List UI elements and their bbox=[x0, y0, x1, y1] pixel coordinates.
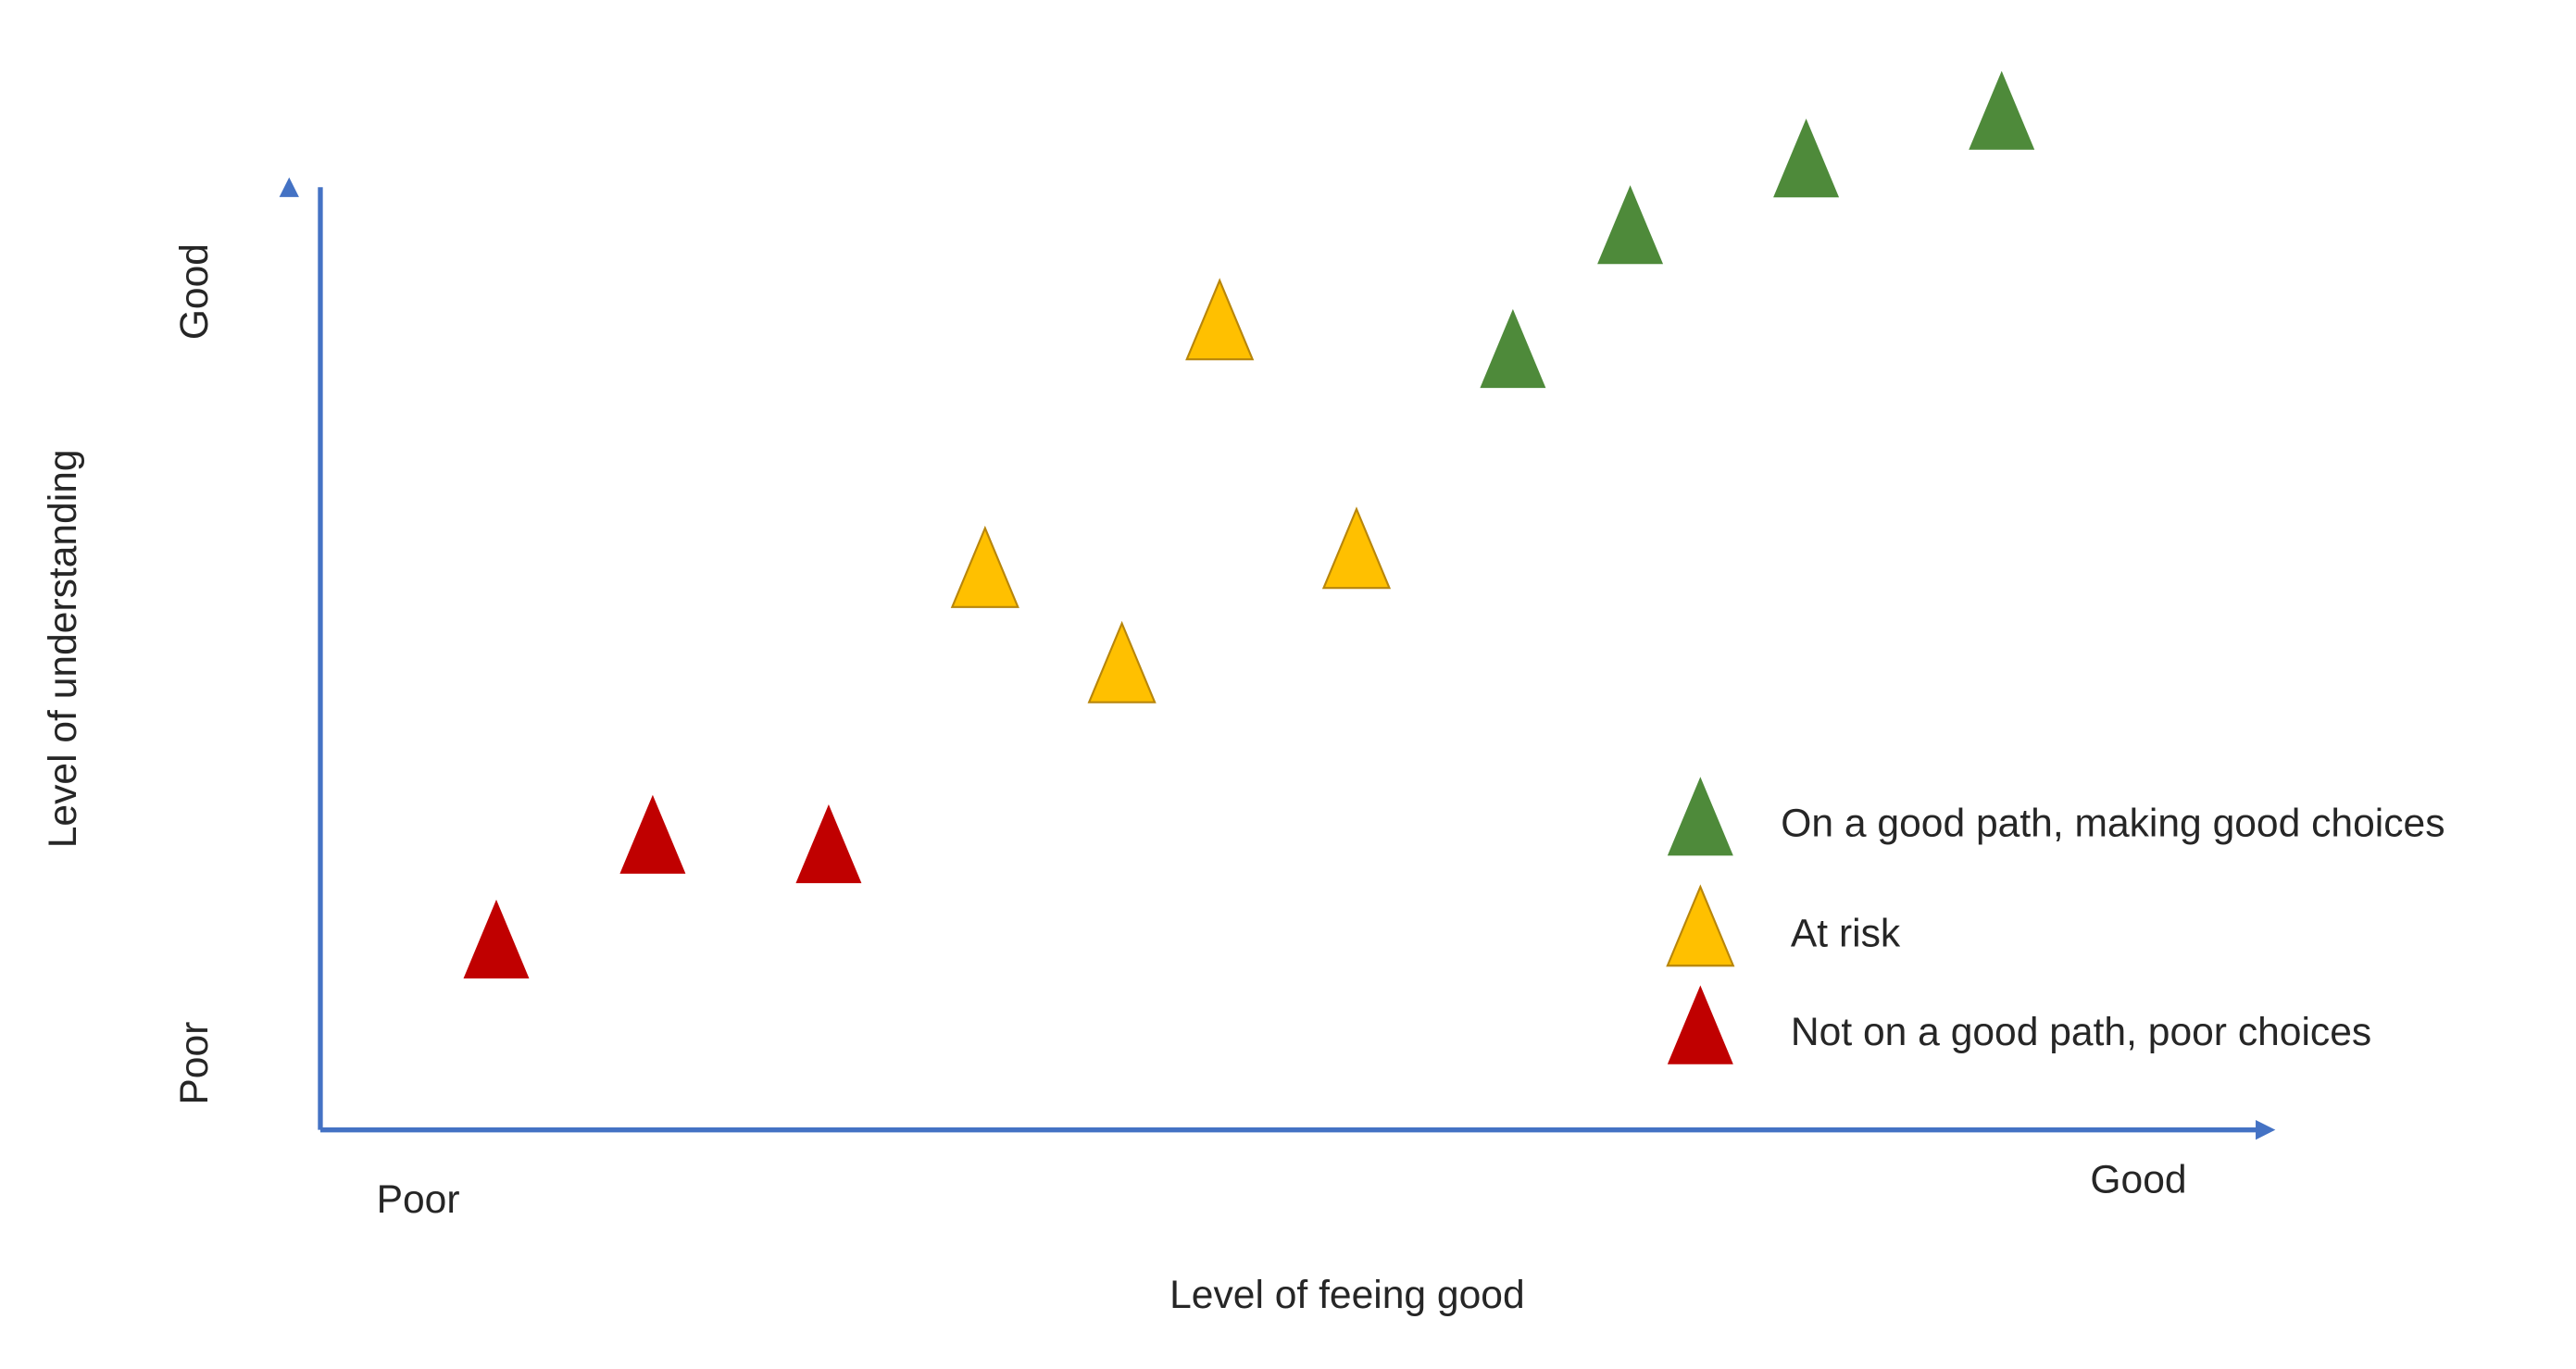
marker bbox=[795, 804, 862, 884]
marker bbox=[463, 899, 530, 979]
legend-label: Not on a good path, poor choices bbox=[1791, 1010, 2371, 1054]
marker bbox=[950, 525, 1019, 608]
marker bbox=[1185, 278, 1255, 361]
marker bbox=[1773, 118, 1840, 198]
y-tick-label: Good bbox=[172, 243, 217, 340]
x-axis-arrow bbox=[2256, 1120, 2276, 1140]
y-axis-arrow bbox=[279, 177, 299, 197]
marker bbox=[1597, 185, 1664, 265]
legend-marker bbox=[1666, 884, 1735, 967]
x-axis-title: Level of feeing good bbox=[1169, 1273, 1525, 1317]
marker bbox=[1087, 620, 1157, 703]
x-tick-label: Good bbox=[2090, 1158, 2186, 1202]
marker bbox=[1969, 70, 2035, 150]
y-axis-title: Level of understanding bbox=[41, 449, 85, 848]
legend-label: At risk bbox=[1791, 912, 1901, 956]
legend-marker bbox=[1667, 777, 1733, 856]
y-tick-label: Poor bbox=[172, 1022, 217, 1105]
marker bbox=[619, 794, 686, 874]
marker bbox=[1480, 308, 1546, 389]
legend-label: On a good path, making good choices bbox=[1781, 802, 2445, 846]
x-tick-label: Poor bbox=[377, 1177, 460, 1222]
legend-marker bbox=[1667, 985, 1733, 1064]
marker bbox=[1321, 506, 1392, 590]
